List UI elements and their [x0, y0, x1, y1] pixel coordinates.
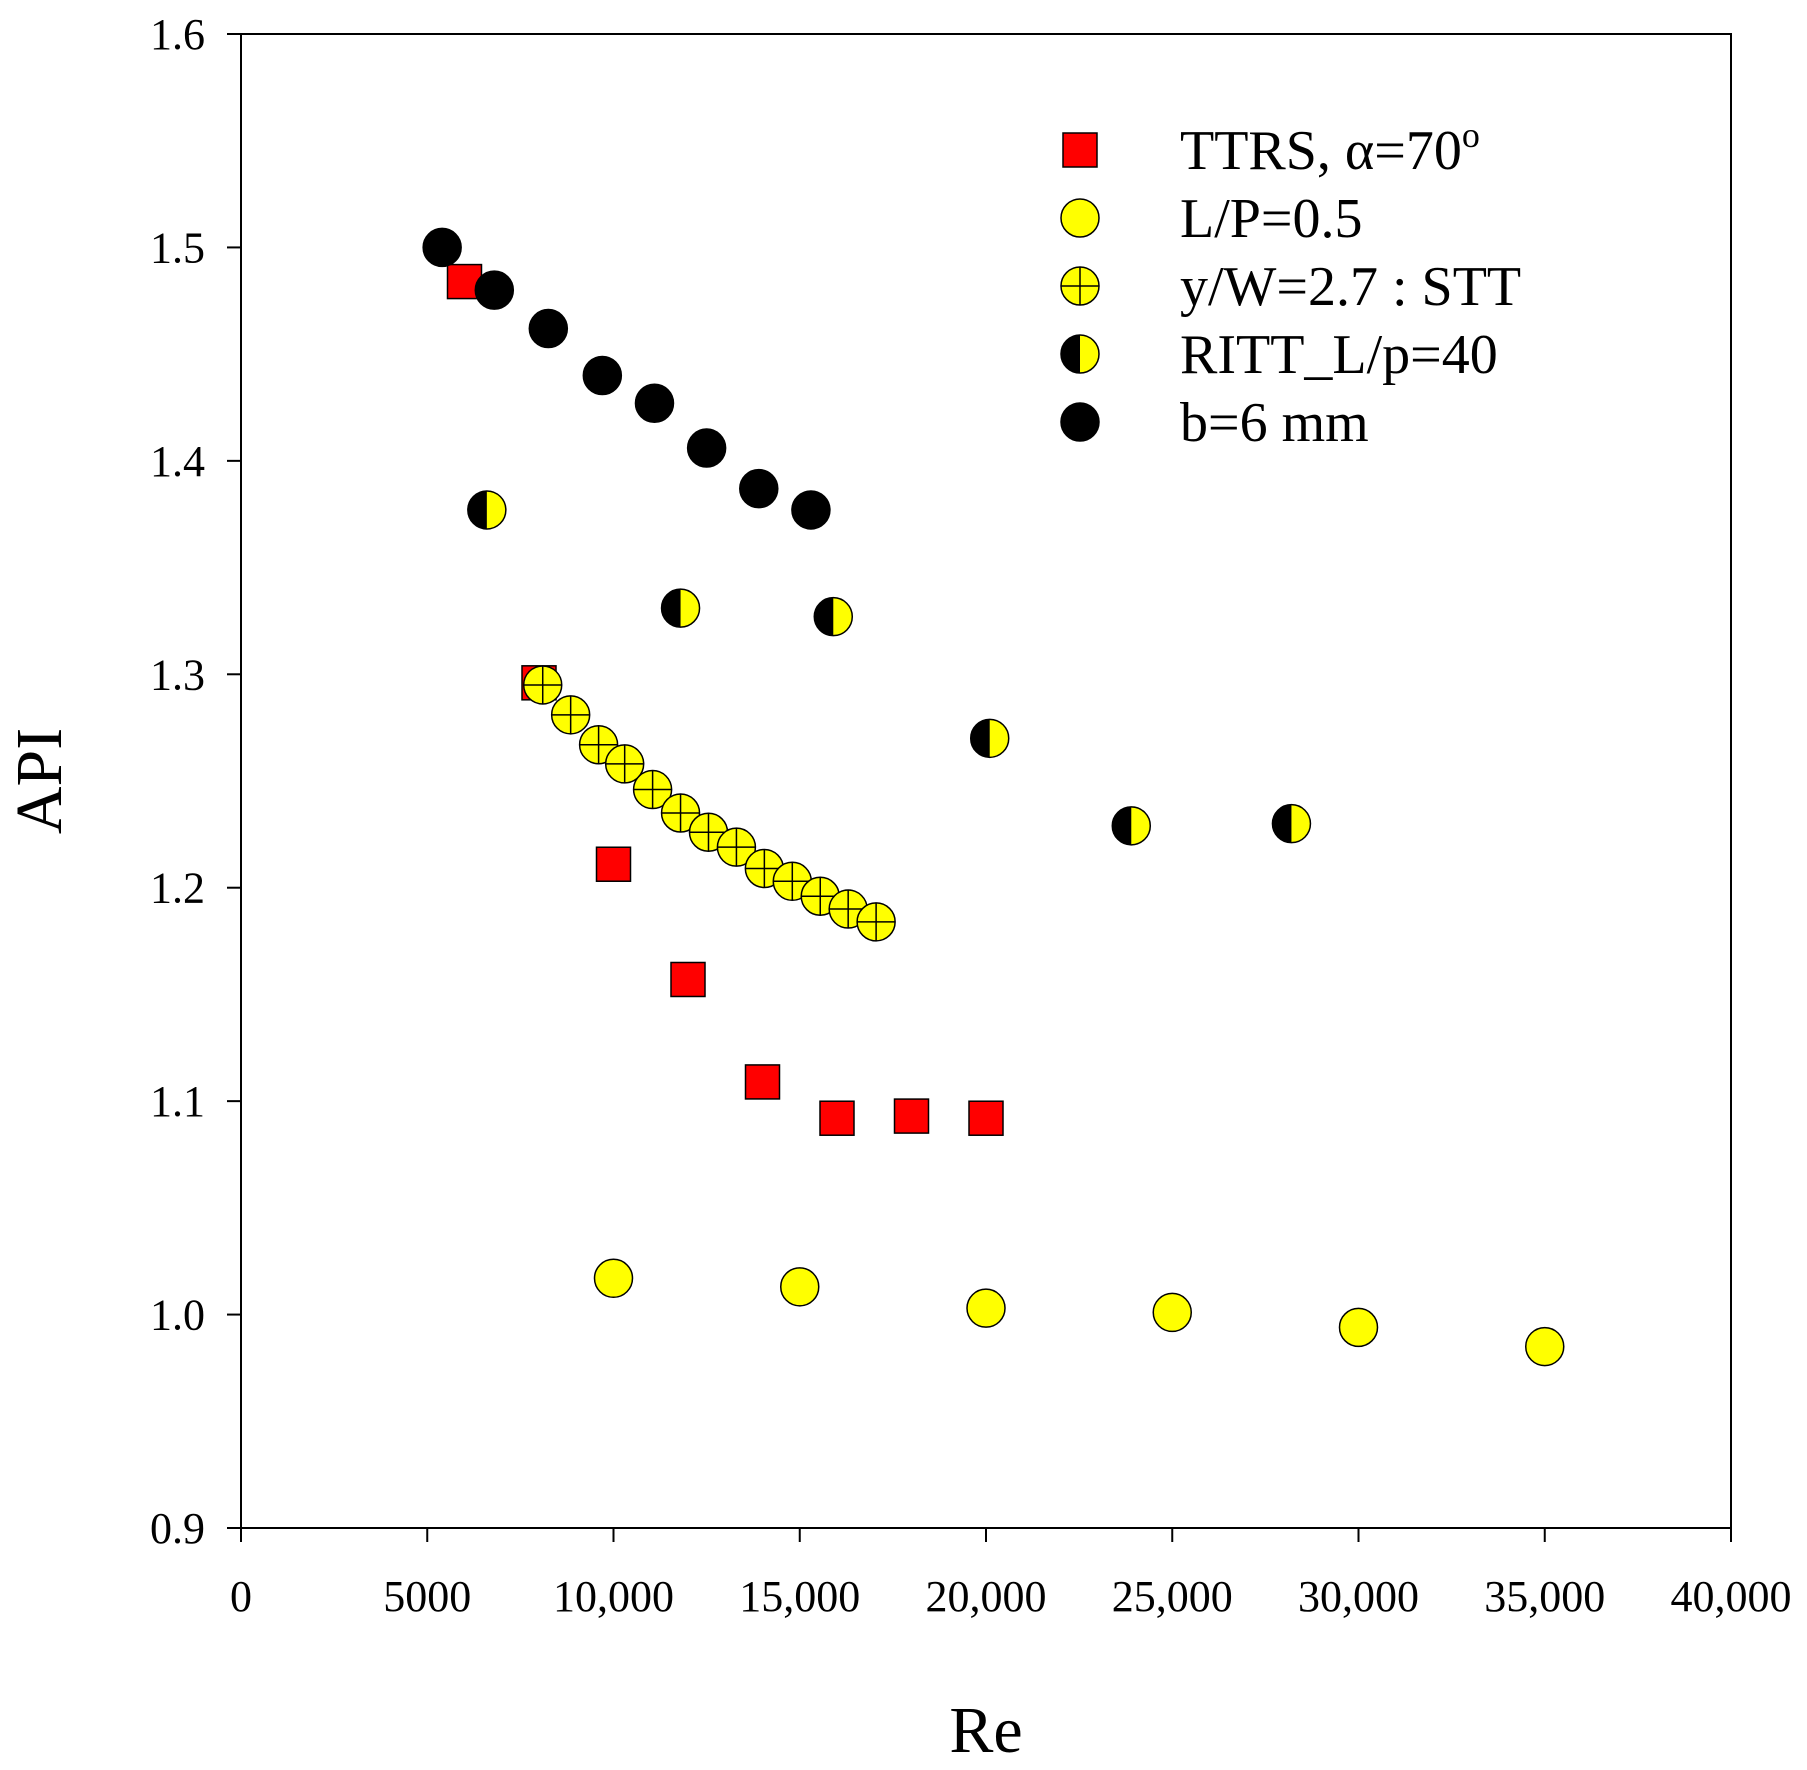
data-point: [791, 490, 831, 530]
data-point: [969, 718, 1010, 759]
y-axis-title: API: [3, 728, 76, 834]
series-2: [522, 665, 896, 942]
y-tick-label: 1.6: [150, 10, 205, 59]
data-point: [744, 1064, 781, 1100]
data-point: [686, 428, 727, 468]
data-point: [739, 468, 779, 509]
data-points: [422, 227, 1565, 1367]
legend-marker: [1060, 334, 1100, 374]
data-point: [670, 961, 706, 998]
data-point: [966, 1288, 1006, 1328]
data-point: [780, 1267, 820, 1307]
data-point: [716, 827, 757, 867]
data-point: [528, 308, 569, 349]
x-tick-label: 35,000: [1484, 1572, 1605, 1621]
x-tick-label: 20,000: [926, 1572, 1047, 1621]
y-tick-label: 1.4: [150, 437, 205, 486]
ticks: 0 5000 10,000 15,000 20,000 25,000 30,000 35,00…: [150, 10, 1792, 1621]
data-point: [660, 793, 701, 833]
legend-label: L/P=0.5: [1180, 188, 1363, 250]
x-tick-label: 5000: [383, 1572, 471, 1621]
x-tick-label: 30,000: [1298, 1572, 1419, 1621]
data-point: [582, 355, 623, 396]
x-axis-title: Re: [949, 1694, 1022, 1767]
legend-marker: [1060, 402, 1100, 442]
y-tick-label: 1.0: [150, 1291, 205, 1340]
x-tick-label: 0: [230, 1572, 252, 1621]
x-tick-label: 40,000: [1671, 1572, 1792, 1621]
legend-marker: [1060, 266, 1100, 306]
legend-label: TTRS, α=70o: [1180, 115, 1480, 182]
y-tick-label: 1.1: [150, 1077, 205, 1126]
legend-label: RITT_L/p=40: [1180, 324, 1498, 386]
data-point: [550, 695, 591, 735]
series-1: [593, 1258, 1565, 1367]
data-point: [474, 270, 515, 310]
legend-label: b=6 mm: [1180, 392, 1369, 454]
data-point: [593, 1258, 634, 1299]
data-point: [522, 665, 563, 705]
x-tick-label: 10,000: [553, 1572, 674, 1621]
data-point: [1338, 1307, 1379, 1348]
series-4: [422, 227, 831, 530]
data-point: [632, 769, 673, 810]
data-point: [856, 902, 896, 942]
y-tick-label: 1.5: [150, 223, 205, 272]
data-point: [467, 490, 507, 530]
y-tick-label: 1.3: [150, 650, 205, 699]
data-point: [819, 1100, 855, 1136]
data-point: [1525, 1326, 1565, 1367]
data-point: [660, 588, 701, 628]
legend-marker: [1062, 132, 1098, 168]
data-point: [595, 846, 632, 882]
x-tick-label: 25,000: [1112, 1572, 1233, 1621]
data-point: [1111, 806, 1152, 846]
data-point: [422, 227, 462, 268]
data-point: [893, 1098, 930, 1134]
y-tick-label: 1.2: [150, 864, 205, 913]
series-3: [467, 490, 1312, 846]
data-point: [968, 1100, 1004, 1136]
legend-label: y/W=2.7 : STT: [1180, 256, 1521, 318]
data-point: [813, 596, 854, 637]
legend-marker: [1060, 198, 1100, 238]
y-tick-label: 0.9: [150, 1504, 205, 1553]
data-point: [1152, 1292, 1192, 1333]
data-point: [634, 383, 675, 423]
data-point: [1271, 803, 1312, 844]
data-point: [604, 744, 645, 784]
x-tick-label: 15,000: [739, 1572, 860, 1621]
